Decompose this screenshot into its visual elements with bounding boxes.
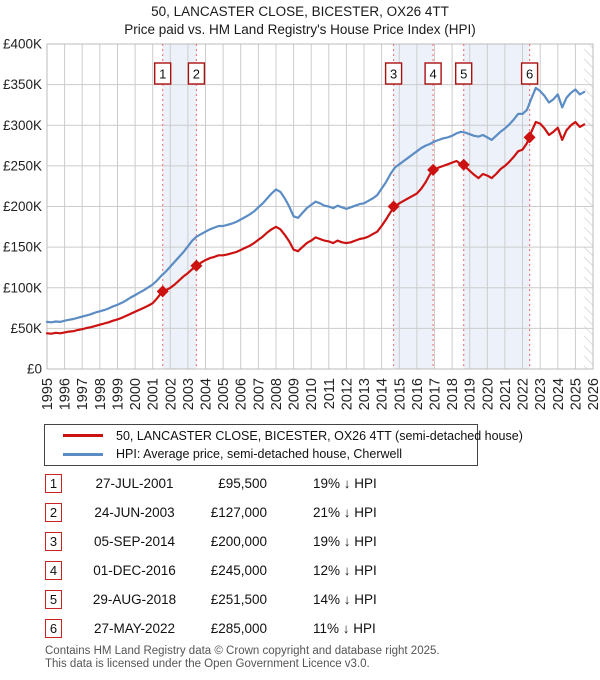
page-subtitle: Price paid vs. HM Land Registry's House … xyxy=(124,22,476,37)
svg-text:2001: 2001 xyxy=(146,378,162,410)
svg-text:3: 3 xyxy=(390,67,397,82)
svg-text:2: 2 xyxy=(193,67,200,82)
svg-text:2008: 2008 xyxy=(269,378,285,410)
sale-date: 05-SEP-2014 xyxy=(93,534,176,549)
footer-line-1: Contains HM Land Registry data © Crown c… xyxy=(45,645,440,657)
svg-text:2013: 2013 xyxy=(357,378,373,410)
svg-text:2000: 2000 xyxy=(128,378,144,410)
svg-text:£300K: £300K xyxy=(3,118,42,133)
svg-text:2017: 2017 xyxy=(428,378,444,410)
sale-hpi-diff: 12% ↓ HPI xyxy=(313,563,377,578)
svg-text:2011: 2011 xyxy=(322,378,338,409)
price-chart: 1 2 3 4 5 6 £0 £50K £100K £150K £200K £250K £300K £35… xyxy=(3,37,600,411)
sale-hpi-diff: 19% ↓ HPI xyxy=(313,476,377,491)
svg-text:1995: 1995 xyxy=(40,378,56,410)
sale-row-5: 5 29-AUG-2018 £251,500 14% ↓ HPI xyxy=(0,585,600,614)
svg-text:4: 4 xyxy=(429,67,436,82)
svg-text:1997: 1997 xyxy=(75,378,91,410)
footer-line-2: This data is licensed under the Open Gov… xyxy=(45,657,370,670)
sale-number-badge: 2 xyxy=(45,503,62,522)
sales-table: 1 27-JUL-2001 £95,500 19% ↓ HPI 2 24-JUN… xyxy=(0,469,600,643)
svg-text:1: 1 xyxy=(159,67,166,82)
sale-row-3: 3 05-SEP-2014 £200,000 19% ↓ HPI xyxy=(0,527,600,556)
sale-date: 29-AUG-2018 xyxy=(92,592,177,607)
sale-hpi-diff: 11% ↓ HPI xyxy=(313,621,376,636)
svg-text:£250K: £250K xyxy=(3,158,42,173)
sale-price: £285,000 xyxy=(210,621,267,636)
sale-number-badge: 4 xyxy=(45,561,62,580)
svg-text:6: 6 xyxy=(526,67,533,82)
hpi-line-swatch xyxy=(63,452,103,456)
sale-hpi-diff: 14% ↓ HPI xyxy=(313,592,377,607)
svg-text:2021: 2021 xyxy=(498,378,514,410)
svg-text:2018: 2018 xyxy=(445,378,461,410)
legend-item-property: 50, LANCASTER CLOSE, BICESTER, OX26 4TT … xyxy=(45,428,523,444)
legend-label-hpi: HPI: Average price, semi-detached house,… xyxy=(116,447,403,462)
svg-text:2020: 2020 xyxy=(480,378,496,410)
svg-text:2025: 2025 xyxy=(568,378,584,410)
svg-text:1998: 1998 xyxy=(93,378,109,410)
svg-text:2005: 2005 xyxy=(216,378,232,410)
svg-text:5: 5 xyxy=(460,67,467,82)
sale-price: £251,500 xyxy=(210,592,267,607)
svg-text:2004: 2004 xyxy=(199,378,215,410)
svg-text:£350K: £350K xyxy=(3,77,42,92)
property-line-swatch xyxy=(63,434,103,438)
svg-text:2006: 2006 xyxy=(234,378,250,410)
svg-text:1999: 1999 xyxy=(111,378,127,410)
svg-text:2022: 2022 xyxy=(516,378,532,410)
sale-date: 27-MAY-2022 xyxy=(93,621,176,636)
svg-text:2002: 2002 xyxy=(163,378,179,410)
sale-row-6: 6 27-MAY-2022 £285,000 11% ↓ HPI xyxy=(0,614,600,643)
sale-date: 27-JUL-2001 xyxy=(95,476,174,491)
svg-text:2007: 2007 xyxy=(251,378,267,410)
svg-text:£50K: £50K xyxy=(10,321,42,336)
sale-date: 01-DEC-2016 xyxy=(93,563,176,578)
svg-text:2012: 2012 xyxy=(339,378,355,410)
sale-hpi-diff: 19% ↓ HPI xyxy=(313,534,377,549)
svg-text:2003: 2003 xyxy=(181,378,197,410)
sale-number-badge: 5 xyxy=(45,590,62,609)
legend-item-hpi: HPI: Average price, semi-detached house,… xyxy=(45,446,477,462)
license-footer: Contains HM Land Registry data © Crown c… xyxy=(45,645,585,670)
svg-text:2010: 2010 xyxy=(304,378,320,410)
svg-text:£200K: £200K xyxy=(3,199,42,214)
sale-price: £200,000 xyxy=(210,534,267,549)
legend-label-property: 50, LANCASTER CLOSE, BICESTER, OX26 4TT … xyxy=(116,428,523,443)
svg-text:£0: £0 xyxy=(27,362,42,377)
svg-text:£100K: £100K xyxy=(3,280,42,295)
svg-text:2015: 2015 xyxy=(392,378,408,410)
sale-number-badge: 1 xyxy=(45,474,62,493)
svg-text:1996: 1996 xyxy=(58,378,74,410)
sale-price: £95,500 xyxy=(218,476,267,491)
svg-text:£150K: £150K xyxy=(3,240,42,255)
sale-number-badge: 3 xyxy=(45,532,62,551)
svg-text:2019: 2019 xyxy=(463,378,479,410)
svg-text:2026: 2026 xyxy=(586,378,600,410)
sale-row-2: 2 24-JUN-2003 £127,000 21% ↓ HPI xyxy=(0,498,600,527)
sale-row-4: 4 01-DEC-2016 £245,000 12% ↓ HPI xyxy=(0,556,600,585)
page-title: 50, LANCASTER CLOSE, BICESTER, OX26 4TT xyxy=(151,4,449,19)
sale-number-badge: 6 xyxy=(45,619,62,638)
svg-text:2024: 2024 xyxy=(551,378,567,410)
sale-row-1: 1 27-JUL-2001 £95,500 19% ↓ HPI xyxy=(0,469,600,498)
sale-price: £127,000 xyxy=(210,505,267,520)
svg-text:2009: 2009 xyxy=(287,378,303,410)
svg-text:2023: 2023 xyxy=(533,378,549,410)
sale-price: £245,000 xyxy=(210,563,267,578)
svg-text:£400K: £400K xyxy=(3,37,42,52)
svg-text:2014: 2014 xyxy=(375,378,391,410)
legend: 50, LANCASTER CLOSE, BICESTER, OX26 4TT … xyxy=(44,424,523,466)
sale-date: 24-JUN-2003 xyxy=(94,505,175,520)
svg-text:2016: 2016 xyxy=(410,378,426,410)
sale-hpi-diff: 21% ↓ HPI xyxy=(313,505,377,520)
